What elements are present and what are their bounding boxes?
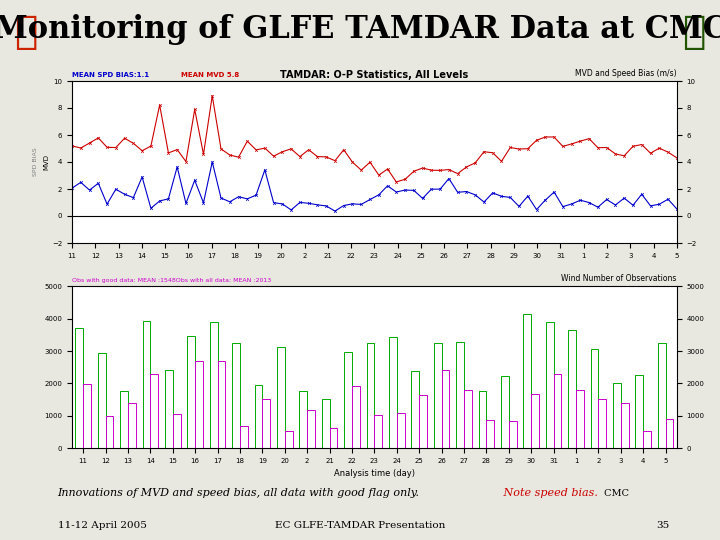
Bar (262, 399, 270, 448)
Bar (665, 419, 673, 448)
Bar (464, 390, 472, 448)
Bar (509, 421, 517, 448)
Bar (411, 371, 419, 448)
Bar (658, 343, 665, 448)
Bar (210, 322, 217, 448)
Bar (98, 353, 106, 448)
Bar (523, 314, 531, 448)
Bar (84, 384, 91, 448)
Bar (344, 352, 352, 448)
Bar (322, 399, 330, 448)
Text: Monitoring of GLFE TAMDAR Data at CMC: Monitoring of GLFE TAMDAR Data at CMC (0, 14, 720, 45)
Bar (568, 330, 576, 448)
Bar (232, 343, 240, 448)
Text: 35: 35 (656, 521, 669, 530)
Bar (330, 428, 338, 448)
Bar (76, 328, 84, 448)
Text: 🍁: 🍁 (683, 14, 706, 51)
Bar (590, 349, 598, 448)
Bar (240, 426, 248, 448)
Bar (120, 392, 128, 448)
Bar (307, 410, 315, 448)
Bar (546, 321, 554, 448)
Text: Innovations of MVD and speed bias, all data with good flag only.: Innovations of MVD and speed bias, all d… (58, 488, 420, 498)
Bar (300, 391, 307, 448)
Bar (173, 414, 181, 448)
Bar (255, 386, 262, 448)
Bar (441, 370, 449, 448)
Bar (374, 415, 382, 448)
Text: MVD and Speed Bias (m/s): MVD and Speed Bias (m/s) (575, 69, 677, 78)
Text: MEAN MVD 5.8: MEAN MVD 5.8 (181, 72, 239, 78)
Bar (187, 336, 195, 448)
Bar (456, 342, 464, 448)
Bar (635, 375, 643, 448)
Bar (277, 347, 285, 448)
Text: CMC: CMC (601, 489, 629, 498)
Bar (613, 382, 621, 448)
Bar (165, 370, 173, 448)
Bar (285, 431, 292, 448)
Bar (419, 395, 427, 448)
Bar (217, 361, 225, 448)
Bar (433, 343, 441, 448)
Text: SPD BIAS: SPD BIAS (33, 147, 38, 177)
Bar (479, 392, 487, 448)
Text: MEAN SPD BIAS:1.1: MEAN SPD BIAS:1.1 (72, 72, 149, 78)
Bar (150, 374, 158, 448)
Bar (128, 403, 136, 448)
Bar (554, 374, 562, 448)
Bar (501, 376, 509, 448)
Bar (621, 403, 629, 448)
Text: Wind Number of Observations: Wind Number of Observations (562, 274, 677, 283)
Bar (487, 420, 494, 448)
Bar (531, 394, 539, 448)
Bar (106, 416, 114, 448)
Bar (366, 342, 374, 448)
Bar (352, 387, 360, 448)
Bar (576, 390, 584, 448)
Text: Obs with good data: MEAN :1548Obs with all data: MEAN :2013: Obs with good data: MEAN :1548Obs with a… (72, 278, 271, 283)
Bar (195, 361, 203, 448)
Text: 🍁: 🍁 (14, 14, 37, 51)
Y-axis label: MVD: MVD (43, 154, 49, 170)
Bar (389, 338, 397, 448)
Text: 11-12 April 2005: 11-12 April 2005 (58, 521, 146, 530)
Bar (143, 321, 150, 448)
Text: Note speed bias.: Note speed bias. (500, 488, 598, 498)
Bar (397, 414, 405, 448)
Text: EC GLFE-TAMDAR Presentation: EC GLFE-TAMDAR Presentation (275, 521, 445, 530)
Bar (643, 431, 651, 448)
X-axis label: Analysis time (day): Analysis time (day) (334, 469, 415, 478)
Bar (598, 399, 606, 448)
Title: TAMDAR: O-P Statistics, All Levels: TAMDAR: O-P Statistics, All Levels (280, 70, 469, 80)
